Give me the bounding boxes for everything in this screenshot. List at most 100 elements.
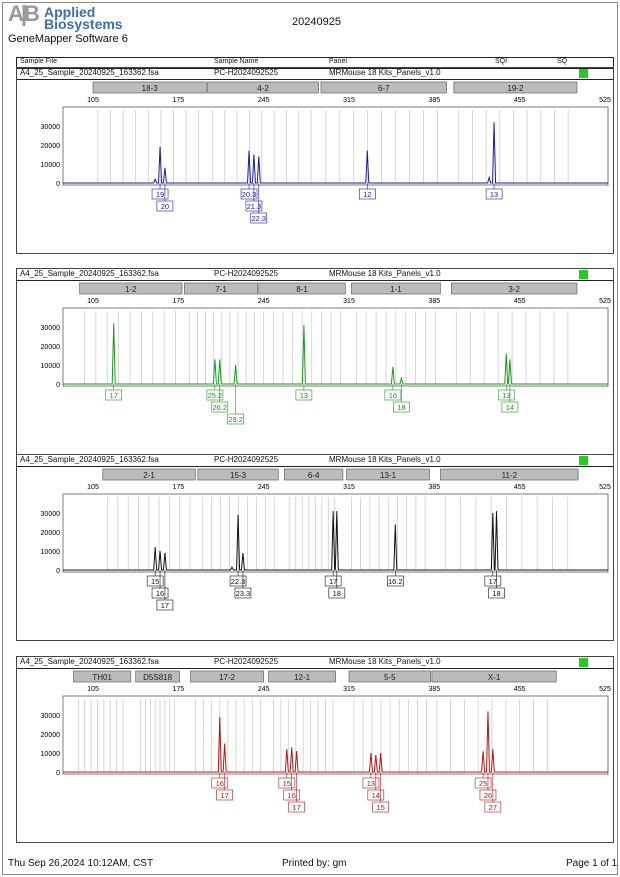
- marker-bin: [102, 468, 196, 481]
- electropherogram-chart: TH01 D5S818 17-2 12-1 5-5 X-1 105 175 245 315 385 4…: [41, 670, 611, 813]
- panel-name: MRMouse 18 Kits_Panels_v1.0: [329, 657, 441, 666]
- x-tick-label: 315: [343, 484, 355, 491]
- y-tick-label: 20000: [41, 344, 61, 351]
- x-tick-label: 315: [343, 686, 355, 693]
- allele-call-box: [485, 188, 503, 200]
- x-tick-label: 385: [428, 298, 440, 305]
- x-tick-label: 385: [428, 484, 440, 491]
- marker-label: 1-1: [390, 285, 402, 294]
- y-tick-label: 30000: [41, 713, 61, 720]
- allele-call-box: [367, 789, 385, 801]
- allele-call-box: [484, 575, 502, 587]
- marker-label: 13-1: [380, 471, 397, 480]
- allele-call-label: 12: [363, 190, 371, 199]
- allele-call-label: 20: [161, 202, 169, 211]
- allele-call-box: [328, 587, 346, 599]
- allele-call-label: 17: [110, 391, 118, 400]
- allele-call-box: [227, 413, 244, 425]
- sample-file: A4_25_Sample_20240925_163362.fsa: [20, 455, 159, 464]
- col-sample-name: Sample Name: [214, 58, 259, 65]
- x-tick-label: 315: [343, 298, 355, 305]
- x-tick-label: 105: [87, 686, 99, 693]
- y-tick-label: 0: [56, 568, 60, 575]
- x-tick-label: 455: [514, 484, 526, 491]
- allele-call-box: [151, 587, 169, 599]
- allele-call-box: [211, 401, 229, 413]
- allele-call-label: 19: [156, 190, 164, 199]
- allele-call-label: 15: [377, 803, 385, 812]
- allele-call-label: 13: [367, 779, 375, 788]
- panel-name: MRMouse 18 Kits_Panels_v1.0: [329, 455, 441, 464]
- allele-call-label: 14: [372, 791, 380, 800]
- y-tick-label: 0: [56, 181, 60, 188]
- marker-label: TH01: [92, 673, 112, 682]
- marker-label: 12-1: [294, 673, 311, 682]
- allele-call-box: [479, 789, 497, 801]
- footer-printed-by: Printed by: gm: [282, 858, 347, 869]
- allele-call-box: [146, 575, 164, 587]
- marker-label: 17-2: [219, 673, 236, 682]
- marker-bin: [453, 81, 578, 94]
- footer-page: Page 1 of 1: [566, 858, 618, 869]
- sample-file: A4_25_Sample_20240925_163362.fsa: [20, 657, 159, 666]
- x-tick-label: 105: [87, 484, 99, 491]
- allele-call-label: 23.3: [236, 589, 251, 598]
- x-tick-label: 455: [514, 686, 526, 693]
- allele-call-box: [387, 575, 404, 587]
- allele-call-box: [358, 188, 376, 200]
- electropherogram-chart: 18-3 4-2 6-7 19-2 105 175 245 315 385 455 525 0 1000…: [41, 81, 611, 224]
- marker-label: 7-1: [215, 285, 227, 294]
- allele-call-box: [283, 789, 301, 801]
- allele-call-box: [362, 777, 380, 789]
- allele-call-label: 13: [490, 190, 498, 199]
- allele-call-label: 16: [288, 791, 296, 800]
- y-tick-label: 0: [56, 770, 60, 777]
- marker-bin: [135, 670, 180, 683]
- allele-call-label: 17: [292, 803, 300, 812]
- marker-bin: [190, 670, 265, 683]
- report-title: 20240925: [292, 16, 341, 28]
- allele-call-label: 17: [489, 577, 497, 586]
- marker-label: 6-7: [378, 84, 390, 93]
- marker-bin: [284, 468, 344, 481]
- x-tick-label: 175: [172, 298, 184, 305]
- x-tick-label: 175: [172, 97, 184, 104]
- y-tick-label: 10000: [41, 162, 61, 169]
- marker-label: 18-3: [142, 84, 159, 93]
- marker-bin: [268, 670, 336, 683]
- y-tick-label: 30000: [41, 511, 61, 518]
- x-tick-label: 525: [599, 298, 611, 305]
- allele-call-box: [288, 801, 305, 813]
- allele-call-box: [384, 389, 402, 401]
- sample-file: A4_25_Sample_20240925_163362.fsa: [20, 68, 159, 77]
- allele-call-box: [474, 777, 492, 789]
- allele-call-box: [250, 212, 268, 224]
- allele-call-box: [278, 777, 296, 789]
- marker-label: 19-2: [507, 84, 524, 93]
- allele-call-label: 17: [220, 791, 228, 800]
- y-tick-label: 10000: [41, 549, 61, 556]
- x-tick-label: 175: [172, 484, 184, 491]
- marker-bin: [258, 282, 346, 295]
- sample-row: A4_25_Sample_20240925_163362.fsa PC-H202…: [17, 269, 613, 281]
- allele-call-label: 16: [216, 779, 224, 788]
- y-tick-label: 0: [56, 382, 60, 389]
- panel-name: MRMouse 18 Kits_Panels_v1.0: [329, 269, 441, 278]
- y-tick-label: 20000: [41, 143, 61, 150]
- allele-call-box: [295, 389, 313, 401]
- col-sample-file: Sample File: [20, 58, 57, 65]
- plot-area: [62, 307, 609, 387]
- plot-area: [62, 493, 609, 573]
- allele-call-box: [488, 587, 505, 599]
- x-tick-label: 175: [172, 686, 184, 693]
- marker-bin: [184, 282, 258, 295]
- marker-label: 6-4: [308, 471, 320, 480]
- y-tick-label: 20000: [41, 530, 61, 537]
- trace-line: [63, 711, 608, 773]
- allele-call-label: 17: [161, 601, 169, 610]
- marker-bin: [79, 282, 183, 295]
- allele-call-label: 22.3: [251, 214, 266, 223]
- allele-call-box: [156, 599, 174, 611]
- marker-bin: [351, 282, 441, 295]
- allele-call-label: 18: [397, 403, 405, 412]
